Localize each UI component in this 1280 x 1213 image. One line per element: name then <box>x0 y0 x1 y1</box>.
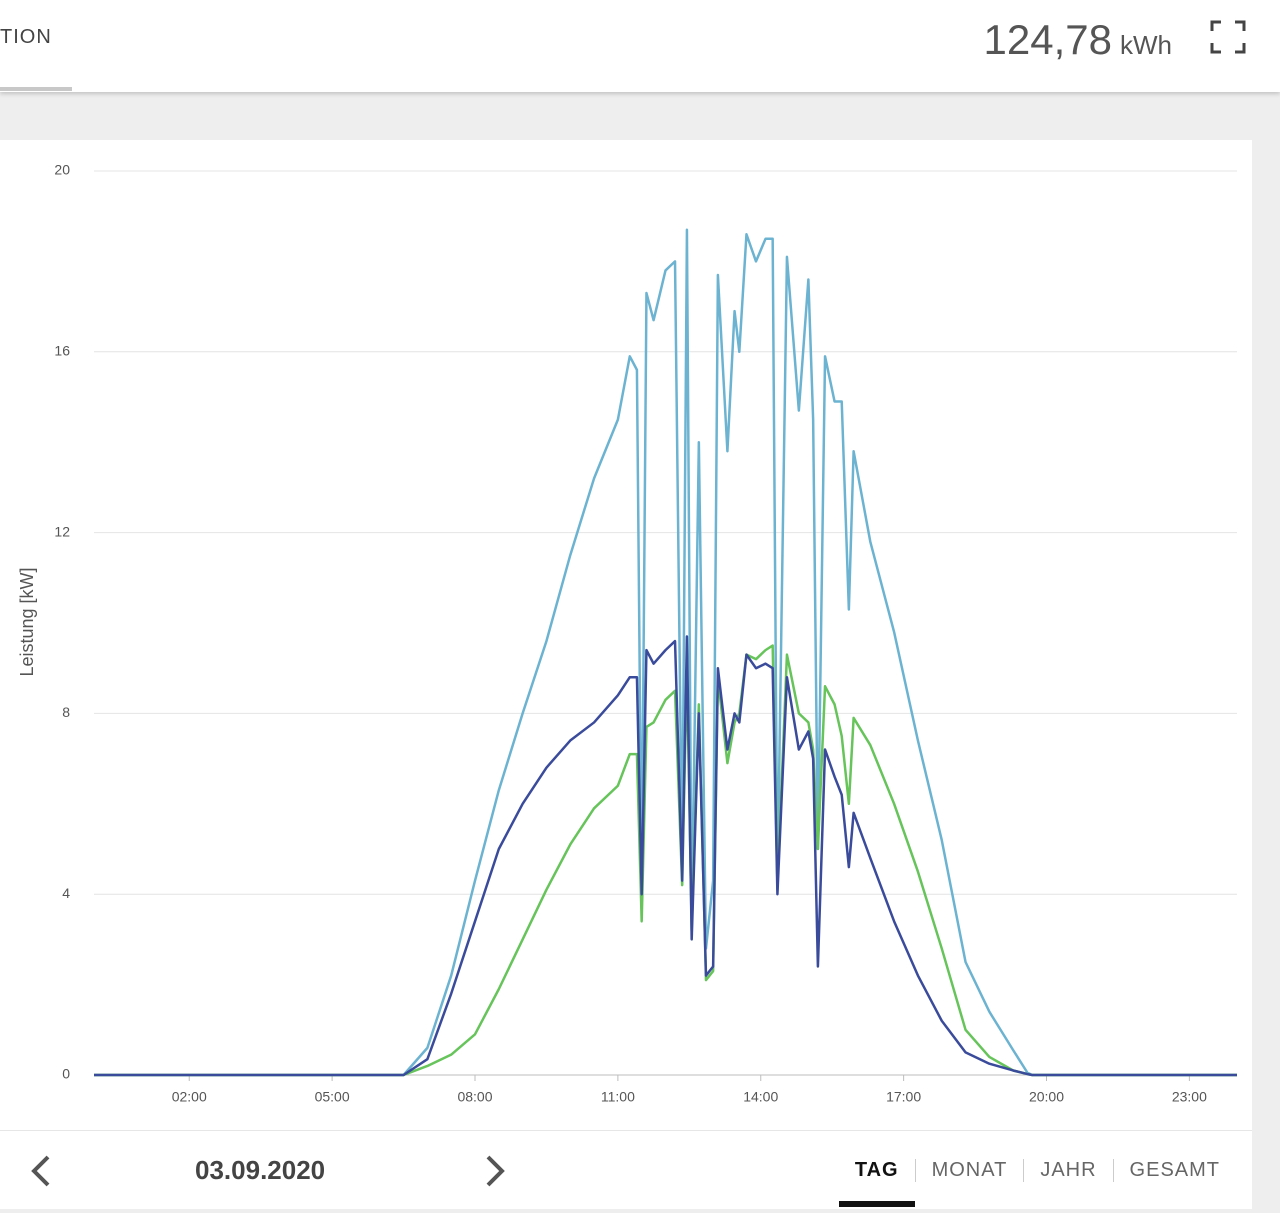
period-tab[interactable]: MONAT <box>914 1159 1024 1182</box>
total-unit: kWh <box>1120 30 1172 60</box>
y-tick-label: 8 <box>62 704 70 720</box>
total-energy: 124,78 kWh <box>984 16 1172 64</box>
top-bar: TION 124,78 kWh <box>0 0 1280 92</box>
tab-indicator <box>0 87 72 91</box>
x-tick-label: 23:00 <box>1172 1089 1207 1105</box>
period-tab[interactable]: JAHR <box>1023 1159 1112 1182</box>
period-tab[interactable]: GESAMT <box>1112 1159 1236 1182</box>
previous-day-button[interactable] <box>26 1151 56 1191</box>
period-selector: TAG MONAT JAHR GESAMT <box>838 1159 1236 1207</box>
total-value: 124,78 <box>983 16 1112 63</box>
series-line <box>94 228 1237 1077</box>
x-tick-label: 02:00 <box>172 1089 207 1105</box>
fullscreen-button[interactable] <box>1210 20 1246 54</box>
next-day-button[interactable] <box>480 1151 510 1191</box>
chart: Leistung [kW] 0 4 8 12 16 20 02:00 05:00 08:00 11… <box>17 162 1237 1105</box>
x-tick-label: 20:00 <box>1029 1089 1064 1105</box>
y-axis-label: Leistung [kW] <box>17 567 37 676</box>
series-line <box>94 635 1237 1077</box>
chart-panel <box>0 140 1252 1130</box>
x-tick-label: 05:00 <box>315 1089 350 1105</box>
x-tick-label: 17:00 <box>886 1089 921 1105</box>
y-tick-label: 12 <box>54 523 70 539</box>
x-tick-label: 11:00 <box>601 1089 635 1105</box>
bottom-bar: 03.09.2020 TAG MONAT JAHR GESAMT <box>0 1130 1252 1209</box>
date[interactable]: 03.09.2020 <box>195 1155 326 1185</box>
y-tick-label: 16 <box>54 343 70 359</box>
tab[interactable]: TION <box>0 26 52 48</box>
y-tick-label: 4 <box>62 885 70 901</box>
x-tick-label: 14:00 <box>743 1089 778 1105</box>
series-line <box>94 644 1237 1077</box>
y-tick-label: 0 <box>62 1066 70 1082</box>
y-tick-label: 20 <box>54 162 70 178</box>
period-tab[interactable]: TAG <box>838 1159 915 1207</box>
x-tick-label: 08:00 <box>457 1089 492 1105</box>
